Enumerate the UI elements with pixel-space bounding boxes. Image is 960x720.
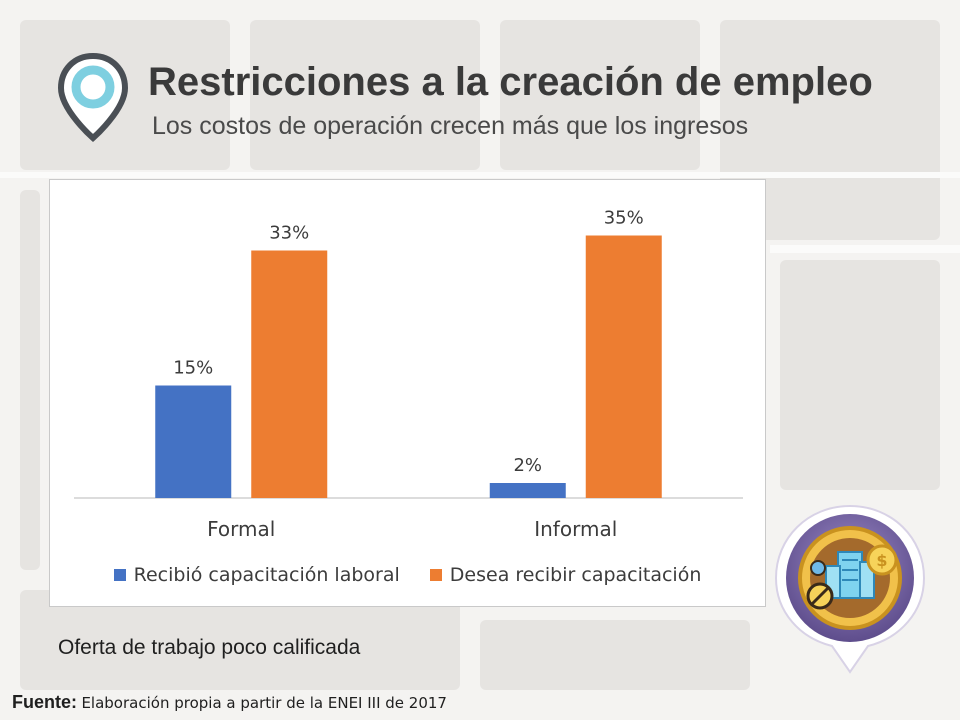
data-label-informal-series-1: 35%: [604, 208, 644, 229]
chart-canvas: 15% 33% Formal 2% 35% Informal: [74, 208, 743, 541]
legend-swatch-desired: [429, 569, 442, 581]
source-note: Fuente: Elaboración propia a partir de l…: [12, 692, 447, 713]
building-coins-badge-icon: $: [774, 504, 926, 674]
bar-chart: 15% 33% Formal 2% 35% Informal Recibió capaci…: [49, 179, 766, 607]
legend-label-desired: Desea recibir capacitación: [449, 564, 702, 586]
category-label-informal: Informal: [534, 517, 617, 541]
legend-swatch-received: [113, 569, 126, 581]
bar-informal-series-1: [585, 235, 662, 498]
bar-formal-series-1: [251, 250, 328, 498]
data-label-formal-series-0: 15%: [173, 358, 213, 379]
bar-informal-series-0: [489, 483, 566, 498]
chart-caption: Oferta de trabajo poco calificada: [58, 636, 361, 659]
legend-label-received: Recibió capacitación laboral: [133, 564, 400, 586]
page-subtitle: Los costos de operación crecen más que l…: [152, 112, 749, 140]
legend-item-desired: Desea recibir capacitación: [429, 564, 702, 586]
data-label-formal-series-1: 33%: [269, 223, 309, 244]
category-label-formal: Formal: [207, 517, 275, 541]
chart-legend: Recibió capacitación laboral Desea recib…: [50, 564, 765, 586]
location-pin-icon: [57, 52, 129, 142]
source-label: Fuente:: [12, 692, 77, 712]
svg-text:$: $: [876, 551, 887, 570]
legend-item-received: Recibió capacitación laboral: [113, 564, 400, 586]
page-title: Restricciones a la creación de empleo: [148, 60, 873, 104]
source-text: Elaboración propia a partir de la ENEI I…: [81, 694, 447, 712]
data-label-informal-series-0: 2%: [513, 455, 542, 476]
bar-formal-series-0: [155, 385, 232, 498]
